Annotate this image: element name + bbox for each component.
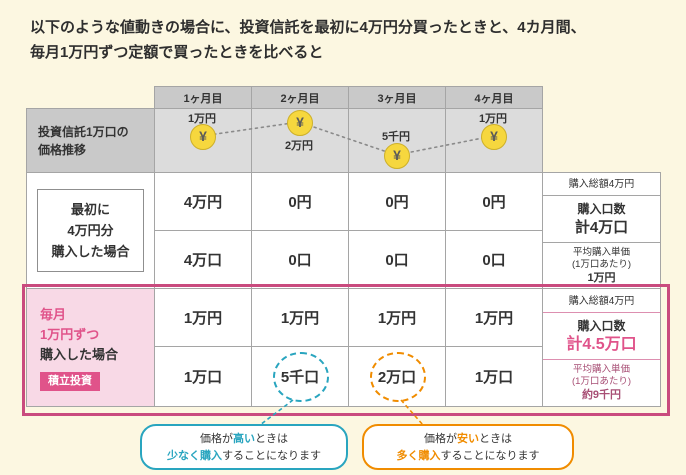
month-header-1: 1ヶ月目 — [154, 86, 252, 109]
monthly-unit-count: 購入口数 計4.5万口 — [543, 313, 660, 360]
low-price-callout: 価格が安いときは 多く購入することになります — [362, 424, 574, 470]
lump-units-month-1: 4万口 — [154, 230, 252, 289]
monthly-label-line-2: 1万円ずつ — [40, 326, 100, 342]
lump-count-value: 計4万口 — [574, 219, 629, 236]
high-callout-line-1: 価格が高いときは — [200, 433, 288, 445]
lump-unit-count: 購入口数 計4万口 — [543, 196, 660, 243]
comparison-table: 1ヶ月目 2ヶ月目 3ヶ月目 4ヶ月目 投資信託1万口の 価格推移 最初に 4万… — [26, 86, 661, 407]
monthly-average-price: 平均購入単価 (1万口あたり) 約9千円 — [543, 360, 660, 403]
page-title: 以下のような値動きの場合に、投資信託を最初に4万円分買ったときと、4カ月間、 毎… — [30, 15, 586, 65]
lump-average-price: 平均購入単価 (1万口あたり) 1万円 — [543, 243, 660, 286]
lump-avg-value: 1万円 — [587, 272, 616, 284]
tsumitate-badge: 積立投資 — [40, 371, 100, 391]
monthly-units-month-4: 1万口 — [445, 346, 543, 407]
monthly-amount-month-3: 1万円 — [348, 288, 446, 347]
monthly-count-value: 計4.5万口 — [566, 336, 637, 353]
monthly-label-line-1: 毎月 — [40, 306, 67, 322]
lump-total-amount: 購入総額4万円 — [543, 175, 660, 196]
month-header-2: 2ヶ月目 — [251, 86, 349, 109]
monthly-summary: 購入総額4万円 購入口数 計4.5万口 平均購入単価 (1万口あたり) 約9千円 — [542, 288, 661, 407]
lump-amount-month-1: 4万円 — [154, 172, 252, 231]
monthly-amount-month-2: 1万円 — [251, 288, 349, 347]
lump-sum-summary: 購入総額4万円 購入口数 計4万口 平均購入単価 (1万口あたり) 1万円 — [542, 172, 661, 289]
monthly-units-month-3: 2万口 — [348, 346, 446, 407]
lump-units-month-2: 0口 — [251, 230, 349, 289]
lump-units-month-3: 0口 — [348, 230, 446, 289]
price-row-label: 投資信託1万口の 価格推移 — [26, 108, 155, 173]
low-callout-line-2: 多く購入することになります — [396, 450, 540, 462]
monthly-avg-line-1: 平均購入単価 — [572, 364, 630, 375]
corner-empty-cell — [27, 87, 155, 109]
high-price-callout: 価格が高いときは 少なく購入することになります — [140, 424, 348, 470]
lump-label-line-3: 購入した場合 — [51, 244, 130, 259]
lump-amount-month-3: 0円 — [348, 172, 446, 231]
price-cell-month-4 — [445, 108, 543, 173]
lump-label-line-2: 4万円分 — [67, 223, 114, 238]
low-callout-line-1: 価格が安いときは — [424, 433, 512, 445]
price-cell-month-1 — [154, 108, 252, 173]
monthly-amount-month-4: 1万円 — [445, 288, 543, 347]
monthly-avg-line-2: (1万口あたり) — [571, 376, 632, 387]
monthly-amount-month-1: 1万円 — [154, 288, 252, 347]
title-line-1: 以下のような値動きの場合に、投資信託を最初に4万円分買ったときと、4カ月間、 — [30, 19, 586, 36]
lump-avg-line-2: (1万口あたり) — [571, 259, 632, 270]
monthly-count-label: 購入口数 — [577, 319, 626, 333]
lump-units-month-4: 0口 — [445, 230, 543, 289]
price-cell-month-3 — [348, 108, 446, 173]
lump-sum-label-cell: 最初に 4万円分 購入した場合 — [26, 172, 155, 289]
lump-count-label: 購入口数 — [577, 202, 626, 216]
lump-amount-month-2: 0円 — [251, 172, 349, 231]
high-callout-line-2: 少なく購入することになります — [167, 450, 321, 462]
month-header-3: 3ヶ月目 — [348, 86, 446, 109]
monthly-units-month-2: 5千口 — [251, 346, 349, 407]
title-line-2: 毎月1万円ずつ定額で買ったときを比べると — [30, 44, 324, 61]
lump-label-line-1: 最初に — [70, 202, 110, 217]
monthly-label-line-3: 購入した場合 — [40, 346, 119, 362]
price-label-line-2: 価格推移 — [38, 142, 87, 157]
monthly-units-month-1: 1万口 — [154, 346, 252, 407]
lump-amount-month-4: 0円 — [445, 172, 543, 231]
monthly-label-box: 毎月 1万円ずつ 購入した場合 積立投資 — [27, 305, 154, 391]
lump-sum-label-box: 最初に 4万円分 購入した場合 — [37, 189, 144, 272]
price-right-empty-cell — [543, 109, 661, 173]
month-header-4: 4ヶ月目 — [445, 86, 543, 109]
lump-avg-line-1: 平均購入単価 — [572, 247, 630, 258]
monthly-avg-value: 約9千円 — [581, 389, 622, 401]
price-label-line-1: 投資信託1万口の — [38, 124, 129, 139]
header-right-empty-cell — [543, 87, 661, 109]
monthly-total-amount: 購入総額4万円 — [543, 292, 660, 313]
price-cell-month-2 — [251, 108, 349, 173]
monthly-label-cell: 毎月 1万円ずつ 購入した場合 積立投資 — [26, 288, 155, 407]
